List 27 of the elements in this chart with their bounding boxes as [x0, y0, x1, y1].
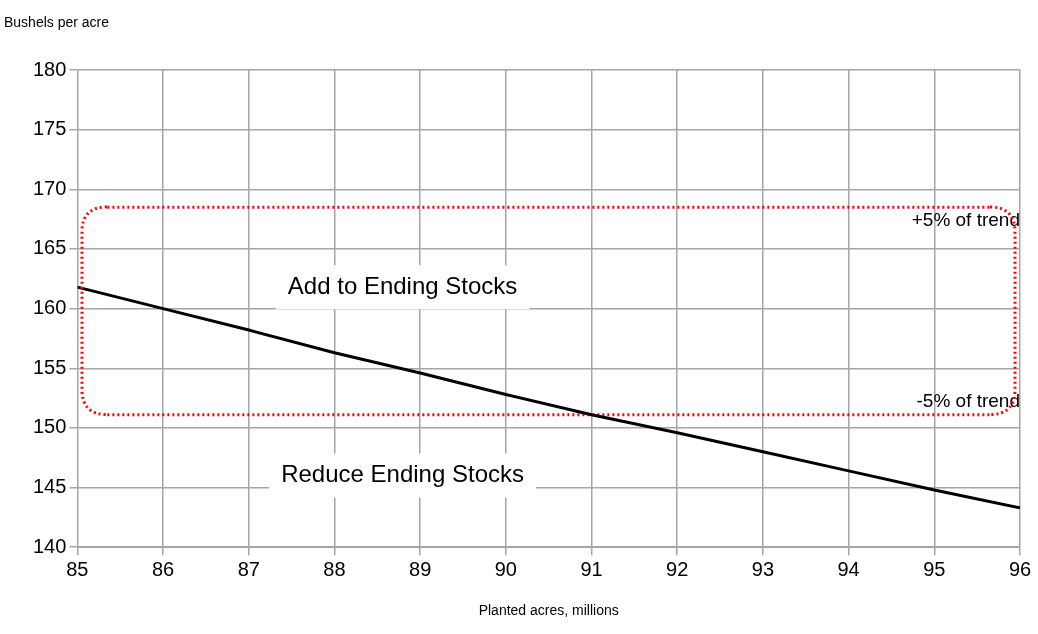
y-tick-label: 160	[32, 296, 67, 319]
x-tick-label: 90	[494, 557, 517, 580]
ref-line-label: -5% of trend	[916, 389, 1020, 411]
x-axis-title: Planted acres, millions	[478, 602, 619, 619]
x-tick-label: 94	[837, 557, 860, 580]
x-tick-label: 87	[237, 557, 260, 580]
y-tick-label: 155	[32, 355, 67, 378]
x-tick-label: 91	[580, 557, 603, 580]
y-tick-label: 175	[32, 117, 67, 140]
x-tick-label: 93	[751, 557, 775, 580]
annotation: Reduce Ending Stocks	[281, 460, 524, 488]
ref-line-label: +5% of trend	[911, 208, 1020, 230]
x-tick-label: 92	[666, 557, 689, 580]
x-tick-label: 95	[923, 557, 946, 580]
y-tick-label: 170	[32, 176, 67, 199]
y-tick-label: 145	[32, 475, 67, 498]
x-tick-label: 96	[1008, 557, 1032, 580]
y-tick-label: 140	[32, 534, 67, 557]
x-tick-label: 86	[151, 557, 175, 580]
x-tick-label: 89	[409, 557, 432, 580]
y-tick-label: 180	[32, 57, 67, 80]
y-tick-label: 150	[32, 415, 67, 438]
y-tick-label: 165	[32, 236, 67, 259]
y-axis-title: Bushels per acre	[4, 14, 110, 30]
annotation: Add to Ending Stocks	[287, 271, 518, 299]
x-tick-label: 88	[323, 557, 346, 580]
x-tick-label: 85	[66, 557, 89, 580]
